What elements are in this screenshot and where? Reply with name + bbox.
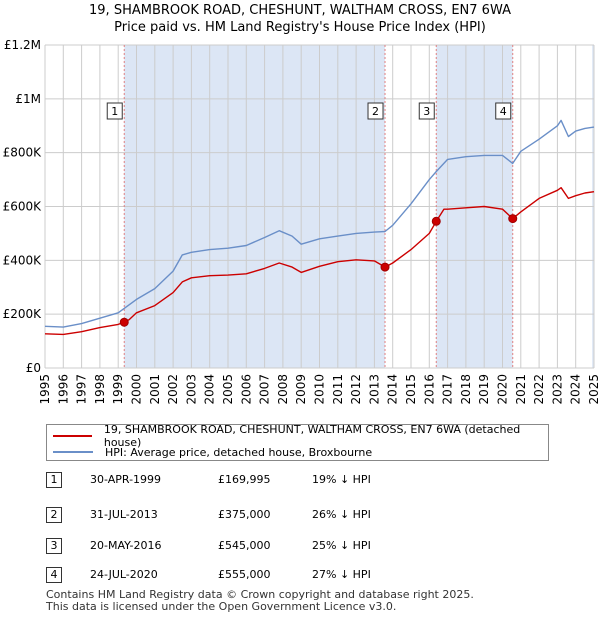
sale-date: 30-APR-1999 xyxy=(90,473,162,486)
x-tick-label: 2018 xyxy=(459,374,473,405)
x-tick-label: 1996 xyxy=(56,374,70,405)
legend-swatch-hpi xyxy=(53,451,93,453)
sale-number-badge: 2 xyxy=(46,507,62,523)
sale-point xyxy=(119,317,129,327)
series-line xyxy=(44,119,595,328)
x-tick-label: 2000 xyxy=(130,374,144,405)
sale-marker-label: 3 xyxy=(423,105,430,118)
x-tick-label: 2020 xyxy=(496,374,510,405)
sale-price: £375,000 xyxy=(218,508,271,521)
grid-lines xyxy=(44,44,595,369)
sale-number-badge: 4 xyxy=(46,567,62,583)
x-tick-label: 2023 xyxy=(550,374,564,405)
x-axis-ticks: 1995 1996 1997 1998 1999 2000 2001 2002 2003 2004… xyxy=(38,374,600,405)
sale-vertical-lines xyxy=(123,45,514,368)
x-tick-label: 1998 xyxy=(93,374,107,405)
sale-marker-box xyxy=(495,102,512,120)
x-tick-label: 2010 xyxy=(313,374,327,405)
x-tick-label: 2022 xyxy=(532,374,546,405)
sale-marker-box xyxy=(367,102,384,120)
sale-point xyxy=(380,262,390,272)
x-tick-label: 2003 xyxy=(184,374,198,405)
sale-hpi-diff: 19% ↓ HPI xyxy=(312,473,371,486)
x-tick-label: 2006 xyxy=(239,374,253,405)
x-tick-label: 2017 xyxy=(441,374,455,405)
legend-item-property: 19, SHAMBROOK ROAD, CHESHUNT, WALTHAM CR… xyxy=(53,423,548,449)
sale-number-badge: 1 xyxy=(46,472,62,488)
x-tick-label: 2005 xyxy=(221,374,235,405)
x-tick-label: 2015 xyxy=(404,374,418,405)
footer-line-1: Contains HM Land Registry data © Crown c… xyxy=(46,588,474,601)
x-tick-label: 2011 xyxy=(331,374,345,405)
sale-point xyxy=(431,216,441,226)
x-tick-label: 2009 xyxy=(294,374,308,405)
series-lines xyxy=(44,119,595,336)
x-tick-label: 2002 xyxy=(166,374,180,405)
legend-swatch-property xyxy=(53,435,92,437)
sale-points xyxy=(119,214,518,327)
sale-marker-label: 4 xyxy=(500,105,507,118)
title-line-2: Price paid vs. HM Land Registry's House … xyxy=(114,20,486,35)
x-tick-label: 2007 xyxy=(258,374,272,405)
y-tick-label: £1M xyxy=(15,92,41,106)
sale-hpi-diff: 25% ↓ HPI xyxy=(312,539,371,552)
legend-label-property: 19, SHAMBROOK ROAD, CHESHUNT, WALTHAM CR… xyxy=(103,423,521,449)
x-tick-label: 2014 xyxy=(386,374,400,405)
sale-row: 2 31-JUL-2013 £375,000 26% ↓ HPI xyxy=(46,507,466,527)
sale-row: 4 24-JUL-2020 £555,000 27% ↓ HPI xyxy=(46,567,466,587)
sale-marker-box xyxy=(418,102,435,120)
x-tick-label: 2016 xyxy=(422,374,436,405)
sale-hpi-diff: 27% ↓ HPI xyxy=(312,568,371,581)
price-chart: 1 2 3 4 £0 £200K £400K £600K £800K £1M £1.2M 1995… xyxy=(3,38,600,405)
legend: 19, SHAMBROOK ROAD, CHESHUNT, WALTHAM CR… xyxy=(46,423,549,461)
y-tick-label: £800K xyxy=(3,146,43,160)
sale-number-badge: 3 xyxy=(46,538,62,554)
y-tick-label: £400K xyxy=(3,253,43,267)
y-tick-label: £1.2M xyxy=(4,38,41,52)
y-axis-ticks: £0 £200K £400K £600K £800K £1M £1.2M xyxy=(3,38,43,375)
x-tick-label: 2012 xyxy=(349,374,363,405)
sale-hpi-diff: 26% ↓ HPI xyxy=(312,508,371,521)
series-line xyxy=(44,186,595,336)
x-tick-label: 2013 xyxy=(367,374,381,405)
x-tick-label: 2021 xyxy=(514,374,528,405)
sale-price: £545,000 xyxy=(218,539,271,552)
sale-markers: 1 2 3 4 xyxy=(106,102,512,120)
footer: Contains HM Land Registry data © Crown c… xyxy=(46,589,474,613)
x-tick-label: 2001 xyxy=(148,374,162,405)
sale-row: 3 20-MAY-2016 £545,000 25% ↓ HPI xyxy=(46,538,466,558)
sale-date: 31-JUL-2013 xyxy=(90,508,158,521)
legend-label-hpi: HPI: Average price, detached house, Brox… xyxy=(105,445,373,459)
x-tick-label: 2025 xyxy=(587,374,600,405)
legend-item-hpi: HPI: Average price, detached house, Brox… xyxy=(53,444,372,460)
y-tick-label: £200K xyxy=(3,307,43,321)
footer-line-2: This data is licensed under the Open Gov… xyxy=(46,600,397,613)
x-tick-label: 2019 xyxy=(477,374,491,405)
sale-row: 1 30-APR-1999 £169,995 19% ↓ HPI xyxy=(46,472,466,492)
sale-date: 20-MAY-2016 xyxy=(90,539,162,552)
y-tick-label: £600K xyxy=(3,200,43,214)
x-tick-label: 1999 xyxy=(111,374,125,405)
y-tick-label: £0 xyxy=(26,361,41,375)
sale-price: £555,000 xyxy=(218,568,271,581)
sale-marker-box xyxy=(106,102,123,120)
sale-point xyxy=(508,214,518,224)
sale-price: £169,995 xyxy=(218,473,271,486)
x-tick-label: 1995 xyxy=(38,374,52,405)
sale-date: 24-JUL-2020 xyxy=(90,568,158,581)
sale-marker-label: 1 xyxy=(111,105,118,118)
x-tick-label: 2024 xyxy=(569,374,583,405)
x-tick-label: 2008 xyxy=(276,374,290,405)
x-tick-label: 1997 xyxy=(75,374,89,405)
chart-title: 19, SHAMBROOK ROAD, CHESHUNT, WALTHAM CR… xyxy=(0,2,600,36)
x-tick-label: 2004 xyxy=(203,374,217,405)
sale-marker-label: 2 xyxy=(372,105,379,118)
title-line-1: 19, SHAMBROOK ROAD, CHESHUNT, WALTHAM CR… xyxy=(89,3,511,18)
